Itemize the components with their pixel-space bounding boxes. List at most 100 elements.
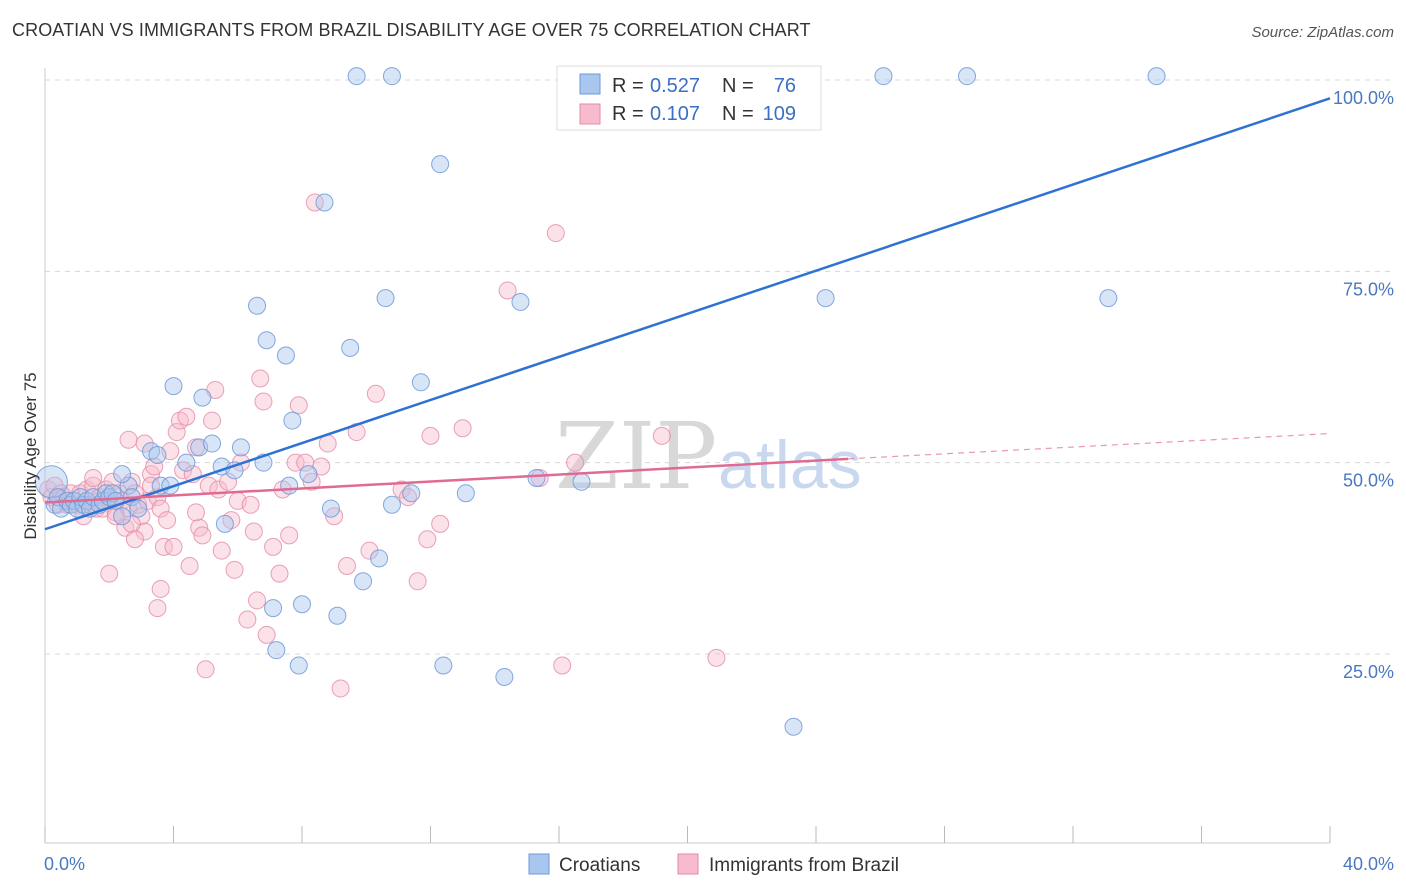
data-point-brazil <box>546 224 565 243</box>
data-point-brazil <box>135 434 154 453</box>
data-point-brazil <box>164 537 183 556</box>
data-point-brazil <box>106 507 125 526</box>
data-point-brazil <box>431 514 450 533</box>
data-point-croatians <box>511 292 530 311</box>
data-point-croatians <box>434 656 453 675</box>
y-tick-label: 75.0% <box>1343 279 1394 299</box>
data-point-brazil <box>408 572 427 591</box>
grid-lines <box>45 79 1392 655</box>
data-point-croatians <box>280 476 299 495</box>
x-tick-label: 40.0% <box>1343 854 1394 874</box>
data-point-croatians <box>572 472 591 491</box>
data-point-brazil <box>264 537 283 556</box>
data-point-croatians <box>1147 67 1166 86</box>
legend-r-value-2: 0.107 <box>650 103 700 125</box>
legend-n-label-2: N = <box>722 103 754 125</box>
data-point-croatians <box>293 595 311 614</box>
data-point-brazil <box>84 468 103 487</box>
data-point-brazil <box>418 530 437 549</box>
data-point-croatians <box>129 499 148 518</box>
data-point-brazil <box>158 511 177 530</box>
legend-r-label-2: R = <box>612 103 644 125</box>
data-point-croatians <box>257 331 276 350</box>
data-point-croatians <box>315 193 334 212</box>
data-point-croatians <box>347 67 366 86</box>
data-point-croatians <box>495 667 514 686</box>
data-point-brazil <box>100 564 119 583</box>
data-point-brazil <box>286 453 305 472</box>
data-point-brazil <box>119 430 138 449</box>
data-point-croatians <box>231 438 250 457</box>
data-point-croatians <box>289 656 308 675</box>
data-point-croatians <box>34 465 68 499</box>
data-point-brazil <box>196 660 215 679</box>
legend-r-value-1: 0.527 <box>650 75 700 97</box>
data-point-brazil <box>392 480 411 499</box>
data-point-brazil <box>366 384 385 403</box>
data-point-croatians <box>341 338 360 357</box>
y-tick-labels: 25.0% 50.0% 75.0% 100.0% <box>1333 88 1394 682</box>
data-point-croatians <box>527 468 546 487</box>
legend-swatch-brazil <box>579 103 601 125</box>
watermark: ZIP atlas <box>555 403 862 510</box>
data-point-croatians <box>370 549 389 568</box>
x-tick-label: 0.0% <box>44 854 85 874</box>
data-point-croatians <box>113 465 132 484</box>
y-axis-label: Disability Age Over 75 <box>21 372 40 539</box>
data-point-brazil <box>180 556 199 575</box>
data-point-croatians <box>411 373 430 392</box>
legend-n-label-1: N = <box>722 75 754 97</box>
watermark-zip: ZIP <box>555 403 717 510</box>
data-point-brazil <box>154 537 173 556</box>
data-point-croatians <box>321 499 340 518</box>
data-point-brazil <box>145 457 164 476</box>
data-point-brazil <box>212 541 231 560</box>
y-tick-label: 50.0% <box>1343 471 1394 491</box>
data-point-croatians <box>248 296 267 315</box>
axes <box>44 68 1331 844</box>
legend-top: R = 0.527 N = 76 R = 0.107 N = 109 <box>556 65 822 131</box>
bottom-legend-swatch-croatians <box>528 853 550 875</box>
trend-line-croatians <box>44 97 1331 531</box>
data-point-brazil <box>177 407 196 426</box>
data-point-croatians <box>816 289 835 308</box>
data-point-brazil <box>498 281 517 300</box>
data-point-croatians <box>177 453 196 472</box>
data-point-croatians <box>264 599 283 618</box>
data-point-croatians <box>1099 289 1118 308</box>
data-point-croatians <box>193 388 212 407</box>
data-point-croatians <box>382 67 401 86</box>
data-point-croatians <box>119 476 138 495</box>
data-point-brazil <box>305 193 324 212</box>
data-point-brazil <box>280 526 299 545</box>
data-point-brazil <box>238 610 257 629</box>
data-point-croatians <box>164 377 183 396</box>
trend-lines <box>44 97 1331 531</box>
data-point-brazil <box>337 556 356 575</box>
data-point-croatians <box>215 514 234 533</box>
data-point-brazil <box>553 656 572 675</box>
legend-swatch-croatians <box>579 73 601 95</box>
x-tick-labels: 0.0% 40.0% <box>44 854 1394 874</box>
y-tick-label: 25.0% <box>1343 662 1394 682</box>
trend-line-brazil-extension <box>848 432 1331 460</box>
data-point-brazil <box>566 453 585 472</box>
data-point-croatians <box>267 641 286 660</box>
data-point-croatians <box>276 346 295 365</box>
data-point-brazil <box>125 530 144 549</box>
data-point-brazil <box>360 541 379 560</box>
data-point-brazil <box>167 423 186 442</box>
bottom-legend-croatians: Croatians <box>559 855 640 876</box>
data-point-brazil <box>652 426 671 445</box>
data-point-brazil <box>151 579 170 598</box>
legend-n-value-2: 109 <box>763 103 796 125</box>
data-point-croatians <box>957 67 976 86</box>
data-point-brazil <box>241 495 260 514</box>
bottom-legend-swatch-brazil <box>677 853 699 875</box>
bottom-legend-brazil: Immigrants from Brazil <box>709 855 899 876</box>
chart-title: CROATIAN VS IMMIGRANTS FROM BRAZIL DISAB… <box>12 20 811 40</box>
data-point-croatians <box>283 411 302 430</box>
data-point-croatians <box>382 495 401 514</box>
data-point-brazil <box>45 476 64 495</box>
